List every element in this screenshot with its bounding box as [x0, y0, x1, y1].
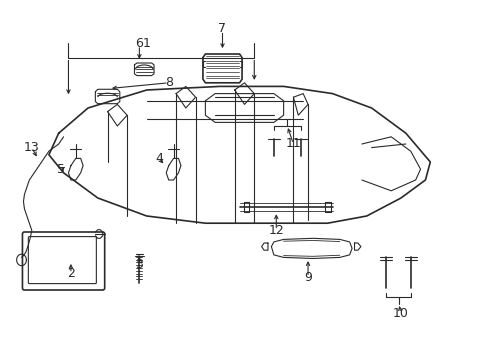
Text: 8: 8	[164, 76, 172, 89]
Text: 7: 7	[218, 22, 226, 35]
Text: 6: 6	[135, 37, 143, 50]
Text: 2: 2	[67, 267, 75, 280]
Text: 4: 4	[155, 152, 163, 165]
Text: 13: 13	[24, 141, 40, 154]
Text: 9: 9	[304, 271, 311, 284]
Text: 10: 10	[392, 307, 408, 320]
Text: 11: 11	[285, 138, 301, 150]
Text: 1: 1	[142, 37, 150, 50]
Text: 3: 3	[135, 258, 143, 271]
Text: 12: 12	[268, 224, 284, 237]
Text: 5: 5	[57, 163, 65, 176]
